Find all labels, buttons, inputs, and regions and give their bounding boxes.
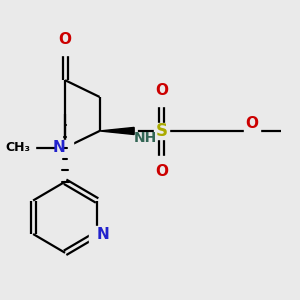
Bar [154,123,169,139]
Text: O: O [245,116,258,131]
Text: O: O [58,32,72,47]
Text: CH₃: CH₃ [6,141,31,154]
Bar [154,90,169,106]
Text: S: S [155,122,167,140]
Bar [58,140,73,155]
Text: N: N [97,226,110,242]
Text: NH: NH [134,131,158,145]
Text: O: O [155,164,168,179]
Bar [58,40,73,55]
Text: N: N [52,140,65,155]
Bar [154,156,169,172]
Bar [9,140,34,155]
Bar [244,123,260,139]
Bar [89,226,105,242]
Text: O: O [155,83,168,98]
Polygon shape [100,128,134,134]
